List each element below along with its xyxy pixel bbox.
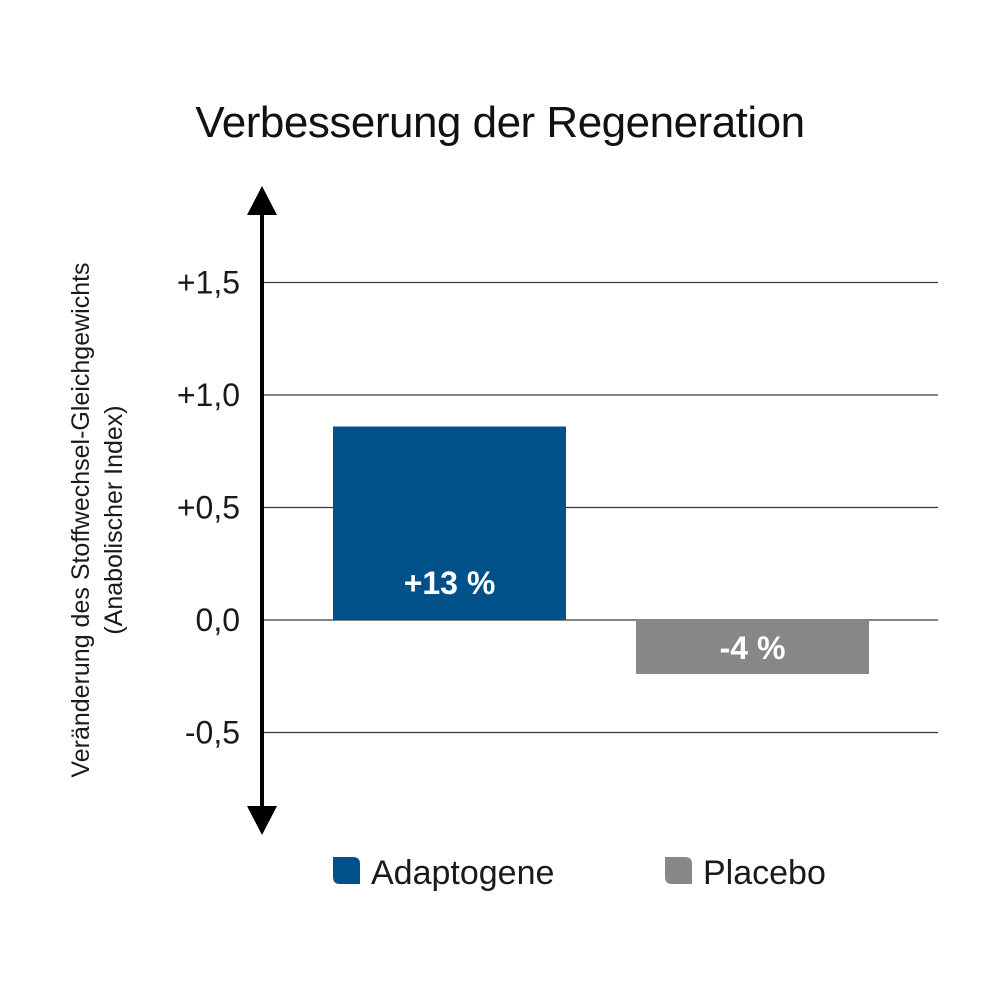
arrow-down-icon xyxy=(247,806,277,835)
arrow-up-icon xyxy=(247,186,277,215)
y-tick-label: 0,0 xyxy=(196,602,240,638)
legend-swatch-adaptogene xyxy=(333,857,360,884)
bar-data-label: -4 % xyxy=(720,630,786,666)
y-tick-label: -0,5 xyxy=(185,715,240,751)
legend-label: Adaptogene xyxy=(371,854,554,892)
bar-data-label: +13 % xyxy=(404,565,496,601)
y-tick-label: +1,5 xyxy=(177,265,240,301)
legend-label: Placebo xyxy=(703,854,826,892)
chart-title: Verbesserung der Regeneration xyxy=(195,98,805,147)
y-tick-label: +0,5 xyxy=(177,490,240,526)
legend-swatch-placebo xyxy=(665,857,692,884)
bar-placebo xyxy=(636,620,869,674)
y-tick-label: +1,0 xyxy=(177,377,240,413)
bar-adaptogene xyxy=(333,426,566,620)
